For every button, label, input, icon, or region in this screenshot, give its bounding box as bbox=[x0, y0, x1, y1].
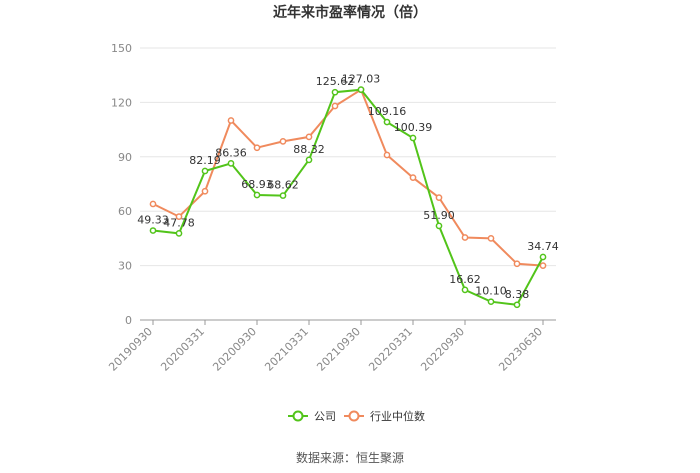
data-label: 51.90 bbox=[423, 209, 455, 222]
data-source: 数据来源：恒生聚源 bbox=[295, 451, 404, 465]
y-tick-label: 60 bbox=[118, 205, 132, 218]
data-point bbox=[201, 167, 209, 175]
legend-swatch-marker bbox=[292, 410, 304, 422]
data-point bbox=[539, 262, 547, 269]
data-label: 68.93 bbox=[241, 178, 273, 191]
data-point bbox=[461, 286, 469, 294]
data-point bbox=[149, 227, 157, 234]
data-point bbox=[149, 200, 157, 208]
chart-title: 近年来市盈率情况（倍） bbox=[273, 5, 427, 21]
legend-label: 公司 bbox=[314, 410, 336, 423]
data-point bbox=[383, 118, 391, 126]
data-label: 16.62 bbox=[449, 273, 481, 286]
data-label: 47.78 bbox=[163, 216, 195, 229]
data-label: 109.16 bbox=[368, 105, 407, 118]
data-point bbox=[383, 151, 391, 159]
data-label: 8.38 bbox=[505, 288, 530, 301]
data-label: 68.62 bbox=[267, 179, 299, 192]
data-label: 10.10 bbox=[475, 285, 507, 298]
data-label: 82.19 bbox=[189, 154, 221, 167]
data-point bbox=[253, 191, 261, 199]
data-point bbox=[331, 88, 339, 96]
data-point bbox=[409, 134, 417, 142]
data-point bbox=[539, 253, 547, 261]
data-point bbox=[279, 138, 287, 145]
data-point bbox=[513, 260, 521, 268]
x-tick-label: 20190930 bbox=[106, 325, 155, 374]
data-point bbox=[227, 160, 235, 167]
data-point bbox=[227, 117, 235, 124]
data-label: 127.03 bbox=[342, 73, 381, 86]
x-tick-label: 20220331 bbox=[366, 325, 415, 374]
legend-swatch-marker bbox=[348, 410, 360, 422]
x-tick-label: 20210331 bbox=[262, 325, 311, 374]
data-point bbox=[357, 86, 365, 94]
series-line bbox=[152, 88, 544, 267]
x-tick-label: 20220930 bbox=[418, 325, 467, 374]
y-tick-label: 30 bbox=[118, 260, 132, 273]
y-tick-label: 90 bbox=[118, 151, 132, 164]
data-point bbox=[201, 187, 209, 195]
y-tick-label: 0 bbox=[125, 314, 132, 327]
y-tick-label: 120 bbox=[111, 96, 132, 109]
data-point bbox=[175, 230, 183, 237]
data-label: 125.62 bbox=[316, 75, 355, 88]
x-tick-label: 20230630 bbox=[496, 325, 545, 374]
data-point bbox=[305, 133, 313, 141]
legend-label: 行业中位数 bbox=[370, 409, 425, 423]
data-point bbox=[435, 194, 443, 201]
data-point bbox=[253, 144, 261, 152]
data-point bbox=[331, 102, 339, 110]
x-tick-label: 20200930 bbox=[210, 325, 259, 374]
data-point bbox=[305, 156, 313, 164]
data-label: 86.36 bbox=[215, 146, 247, 159]
x-tick-label: 20200331 bbox=[158, 325, 207, 374]
y-tick-label: 150 bbox=[111, 42, 132, 55]
data-point bbox=[461, 234, 469, 241]
data-point bbox=[513, 301, 521, 309]
data-point bbox=[279, 192, 287, 199]
data-point bbox=[175, 213, 183, 220]
data-label: 49.33 bbox=[137, 214, 169, 227]
data-point bbox=[487, 235, 495, 242]
data-label: 100.39 bbox=[394, 121, 433, 134]
data-point bbox=[409, 174, 417, 182]
data-point bbox=[487, 298, 495, 306]
x-tick-label: 20210930 bbox=[314, 325, 363, 374]
data-point bbox=[435, 222, 443, 230]
data-label: 34.74 bbox=[527, 240, 559, 253]
data-label: 88.32 bbox=[293, 143, 325, 156]
series-line bbox=[152, 88, 544, 306]
